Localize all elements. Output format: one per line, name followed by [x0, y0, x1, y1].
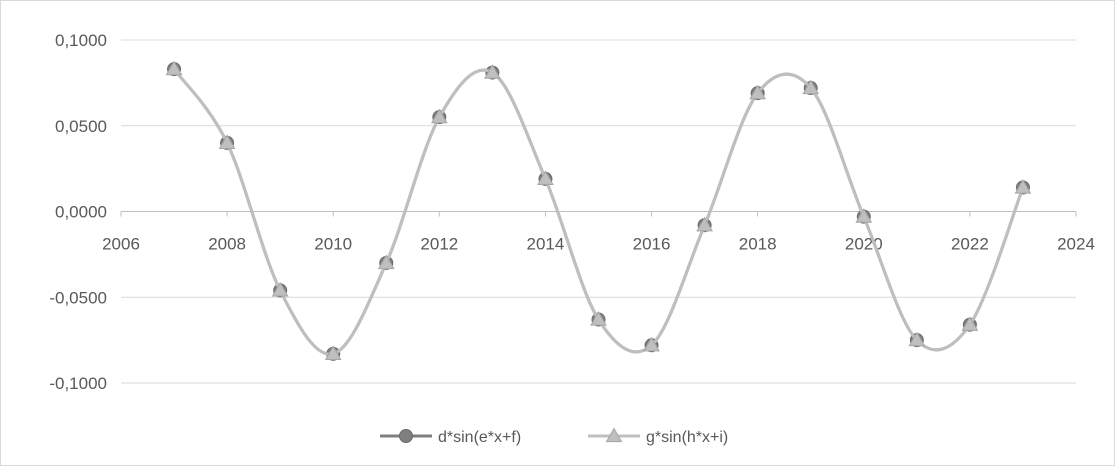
y-tick-labels: 0,1000 0,0500 0,0000 -0,0500 -0,1000	[49, 31, 107, 393]
x-tick-label: 2016	[633, 235, 671, 254]
y-tick-label: -0,0500	[49, 288, 107, 307]
data-point-triangle	[165, 60, 183, 76]
data-point-triangle	[855, 208, 873, 223]
data-point-triangle	[802, 79, 820, 95]
legend-entry-1: d*sin(e*x+f)	[380, 429, 521, 446]
x-tick-labels: 2006 2008 2010 2012 2014 2016 2018 2020 2022 2024	[102, 235, 1095, 254]
legend-marker	[399, 429, 413, 443]
data-point-triangle	[643, 336, 660, 352]
data-point-triangle	[961, 316, 979, 331]
x-tick-label: 2018	[739, 235, 777, 254]
y-tick-label: 0,0500	[55, 117, 107, 136]
x-tick-label: 2012	[420, 235, 458, 254]
data-point-triangle	[590, 311, 607, 326]
data-point-triangle	[271, 281, 289, 297]
data-point-triangle	[430, 108, 448, 124]
data-point-triangle	[218, 134, 236, 150]
x-tick-label: 2008	[208, 235, 246, 254]
x-tick-label: 2014	[527, 235, 565, 254]
data-point-triangle	[537, 170, 554, 186]
data-point-triangle	[484, 64, 501, 79]
legend-label: d*sin(e*x+f)	[438, 429, 521, 446]
series-2	[165, 60, 1032, 360]
data-point-triangle	[377, 254, 395, 270]
data-point-triangle	[908, 331, 926, 347]
data-point-triangle	[749, 84, 767, 100]
x-tick-label: 2022	[951, 235, 989, 254]
y-tick-label: 0,1000	[55, 31, 107, 50]
y-tick-label: 0,0000	[55, 203, 107, 222]
x-axis	[120, 211, 1077, 217]
data-point-triangle	[696, 216, 713, 232]
y-tick-label: -0,1000	[49, 374, 107, 393]
legend-label: g*sin(h*x+i)	[646, 429, 728, 446]
x-tick-label: 2006	[102, 235, 140, 254]
legend-marker	[605, 427, 623, 443]
legend-entry-2: g*sin(h*x+i)	[588, 427, 728, 446]
x-tick-label: 2010	[314, 235, 352, 254]
data-point-triangle	[1014, 178, 1032, 194]
x-tick-label: 2024	[1057, 235, 1095, 254]
series-layer	[165, 60, 1032, 361]
legend: d*sin(e*x+f) g*sin(h*x+i)	[380, 427, 728, 446]
series-line	[172, 68, 1025, 356]
data-point-triangle	[324, 345, 342, 360]
